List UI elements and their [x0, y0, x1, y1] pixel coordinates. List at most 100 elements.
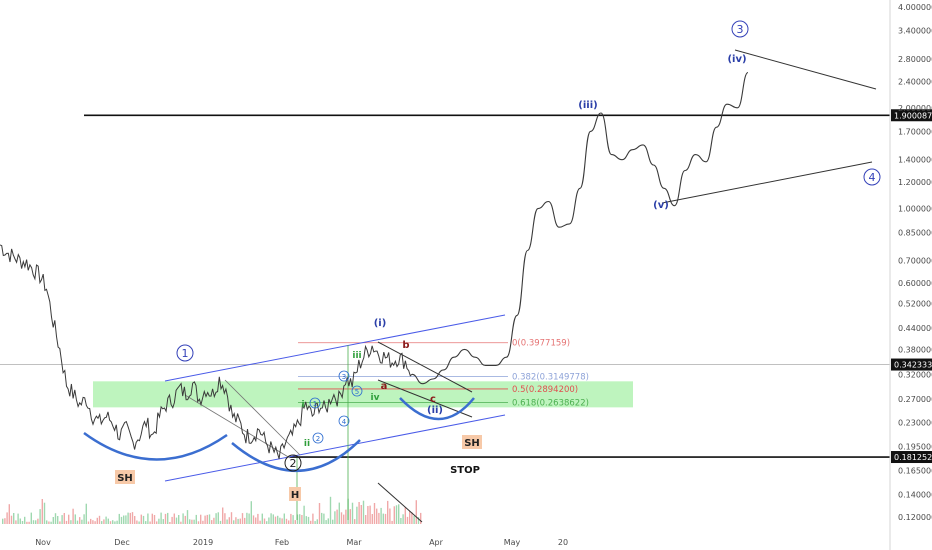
wave-labels: 1 2 3 4 (i) (ii) (iii) (iv) (v) 1 2 3 4 … — [115, 20, 881, 501]
volume-bar — [193, 519, 195, 524]
volume-bar — [244, 517, 246, 524]
y-tick-label: 0.3800000 — [898, 345, 932, 354]
y-tick-label: 2.0000000 — [898, 104, 932, 113]
volume-bar — [290, 513, 292, 524]
volume-bar — [215, 513, 217, 524]
volume-bar — [76, 520, 79, 524]
wave-label-4: 4 — [869, 171, 876, 184]
volume-bar — [200, 514, 202, 524]
fib-level-label: 0(0.3977159) — [512, 339, 570, 349]
volume-bar — [131, 512, 134, 524]
volume-bar — [415, 500, 417, 524]
volume-bar — [52, 517, 54, 524]
volume-bar — [19, 518, 21, 524]
volume-bar — [395, 505, 398, 524]
fib-level-label: 0.382(0.3149778) — [512, 373, 589, 383]
volume-bar — [50, 521, 52, 524]
volume-bar — [336, 509, 338, 524]
y-tick-label: 1.7000000 — [898, 127, 932, 136]
x-tick-label: 20 — [558, 538, 568, 547]
volume-bar — [380, 507, 382, 524]
volume-bar — [296, 514, 299, 524]
y-tick-label: 0.7000000 — [898, 257, 932, 266]
volume-bar — [208, 514, 211, 524]
volume-bar — [318, 503, 321, 524]
volume-bar — [79, 517, 81, 524]
volume-bar — [413, 515, 415, 524]
y-tick-label: 0.3200000 — [898, 370, 932, 379]
minor-label-i: i — [301, 400, 304, 410]
y-tick-label: 0.1950000 — [898, 442, 932, 451]
wave-label-2: 2 — [290, 457, 297, 470]
volume-bars — [2, 496, 422, 524]
volume-bar — [233, 520, 235, 524]
volume-bar — [299, 514, 301, 524]
volume-bar — [321, 512, 323, 524]
lower-channel-line — [164, 414, 506, 482]
volume-bar — [175, 517, 178, 524]
volume-bar — [213, 517, 215, 524]
sh-badge-right-bg — [462, 435, 482, 449]
volume-bar — [376, 508, 378, 524]
volume-bar — [329, 496, 332, 524]
corr-label-a: a — [381, 381, 388, 392]
triangle-top-line — [734, 49, 877, 90]
volume-bar — [87, 521, 90, 524]
volume-bar — [116, 520, 118, 524]
volume-bar — [248, 513, 250, 524]
wave-label-iv: (iv) — [727, 54, 746, 65]
upper-channel-line — [164, 314, 506, 382]
volume-bar — [382, 513, 384, 524]
subwave-circle-1 — [309, 397, 321, 409]
wave-label-3: 3 — [737, 23, 744, 36]
volume-bar — [197, 521, 200, 524]
sh-badge-right: SH — [464, 438, 480, 449]
volume-bar — [263, 518, 266, 524]
volume-bar — [184, 515, 186, 524]
volume-bar — [15, 520, 17, 524]
volume-bar — [195, 514, 197, 524]
volume-bar — [354, 519, 356, 524]
volume-bar — [32, 520, 35, 524]
volume-bar — [241, 513, 244, 524]
volume-bar — [274, 516, 277, 524]
volume-bar — [358, 502, 360, 524]
volume-bar — [217, 512, 219, 524]
price-level-badge-label: 0.1812522 — [894, 453, 932, 462]
y-tick-label: 0.2300000 — [898, 418, 932, 427]
volume-bar — [169, 522, 171, 524]
volume-bar — [61, 515, 63, 524]
volume-bar — [107, 518, 109, 524]
volume-bar — [404, 507, 406, 524]
corr-label-b: b — [402, 340, 409, 351]
volume-bar — [409, 511, 411, 524]
volume-bar — [142, 515, 145, 524]
arc-wave-2 — [231, 439, 361, 472]
volume-bar — [46, 520, 48, 524]
volume-bar — [219, 520, 222, 524]
volume-bar — [268, 517, 270, 524]
h-badge-bg — [289, 487, 301, 501]
volume-bar — [310, 520, 312, 524]
volume-bar — [156, 521, 158, 524]
volume-bar — [400, 518, 402, 524]
volume-bar — [96, 517, 98, 524]
subwave-label-3: 3 — [342, 373, 346, 381]
volume-bar — [182, 513, 184, 524]
volume-bar — [103, 519, 105, 524]
volume-bar — [178, 515, 180, 524]
volume-bar — [340, 512, 343, 524]
fib-level-label: 0.618(0.2638622) — [512, 398, 589, 408]
price-axis: 4.0000000 3.4000000 2.8000000 2.4000000 2.00… — [889, 0, 932, 550]
volume-bar — [345, 509, 347, 524]
volume-bar — [327, 518, 329, 524]
volume-bar — [266, 521, 268, 524]
volume-bar — [378, 512, 380, 524]
volume-bar — [57, 516, 59, 524]
volume-bar — [10, 515, 13, 524]
wave-circle-3 — [731, 20, 749, 38]
h-badge: H — [291, 490, 299, 501]
wave-label-i: (i) — [374, 318, 387, 329]
volume-bar — [98, 515, 101, 524]
